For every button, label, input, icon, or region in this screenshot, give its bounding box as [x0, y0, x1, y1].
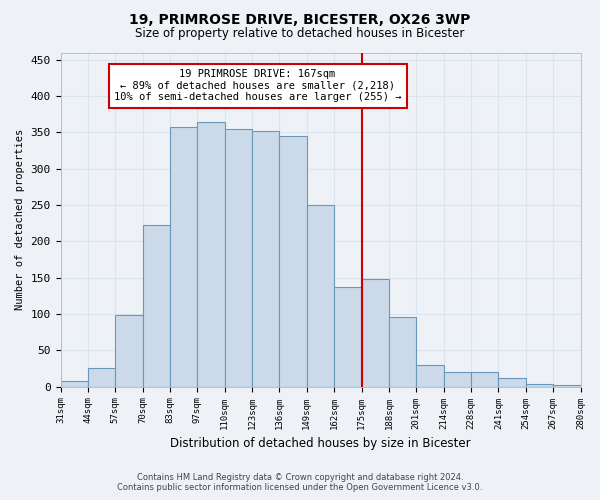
Text: Size of property relative to detached houses in Bicester: Size of property relative to detached ho…: [136, 28, 464, 40]
X-axis label: Distribution of detached houses by size in Bicester: Distribution of detached houses by size …: [170, 437, 471, 450]
Bar: [280, 136, 307, 386]
Bar: [553, 384, 581, 386]
Text: 19, PRIMROSE DRIVE, BICESTER, OX26 3WP: 19, PRIMROSE DRIVE, BICESTER, OX26 3WP: [130, 12, 470, 26]
Bar: [499, 378, 526, 386]
Bar: [526, 384, 553, 386]
Bar: [362, 279, 389, 386]
Bar: [252, 131, 280, 386]
Bar: [88, 368, 115, 386]
Text: Contains HM Land Registry data © Crown copyright and database right 2024.
Contai: Contains HM Land Registry data © Crown c…: [118, 473, 482, 492]
Bar: [170, 126, 197, 386]
Bar: [197, 122, 225, 386]
Bar: [443, 372, 471, 386]
Bar: [307, 205, 334, 386]
Bar: [225, 129, 252, 386]
Y-axis label: Number of detached properties: Number of detached properties: [15, 129, 25, 310]
Bar: [471, 372, 499, 386]
Bar: [115, 315, 143, 386]
Bar: [416, 365, 443, 386]
Bar: [143, 226, 170, 386]
Bar: [334, 287, 362, 386]
Bar: [61, 381, 88, 386]
Text: 19 PRIMROSE DRIVE: 167sqm
← 89% of detached houses are smaller (2,218)
10% of se: 19 PRIMROSE DRIVE: 167sqm ← 89% of detac…: [114, 69, 401, 102]
Bar: [389, 317, 416, 386]
